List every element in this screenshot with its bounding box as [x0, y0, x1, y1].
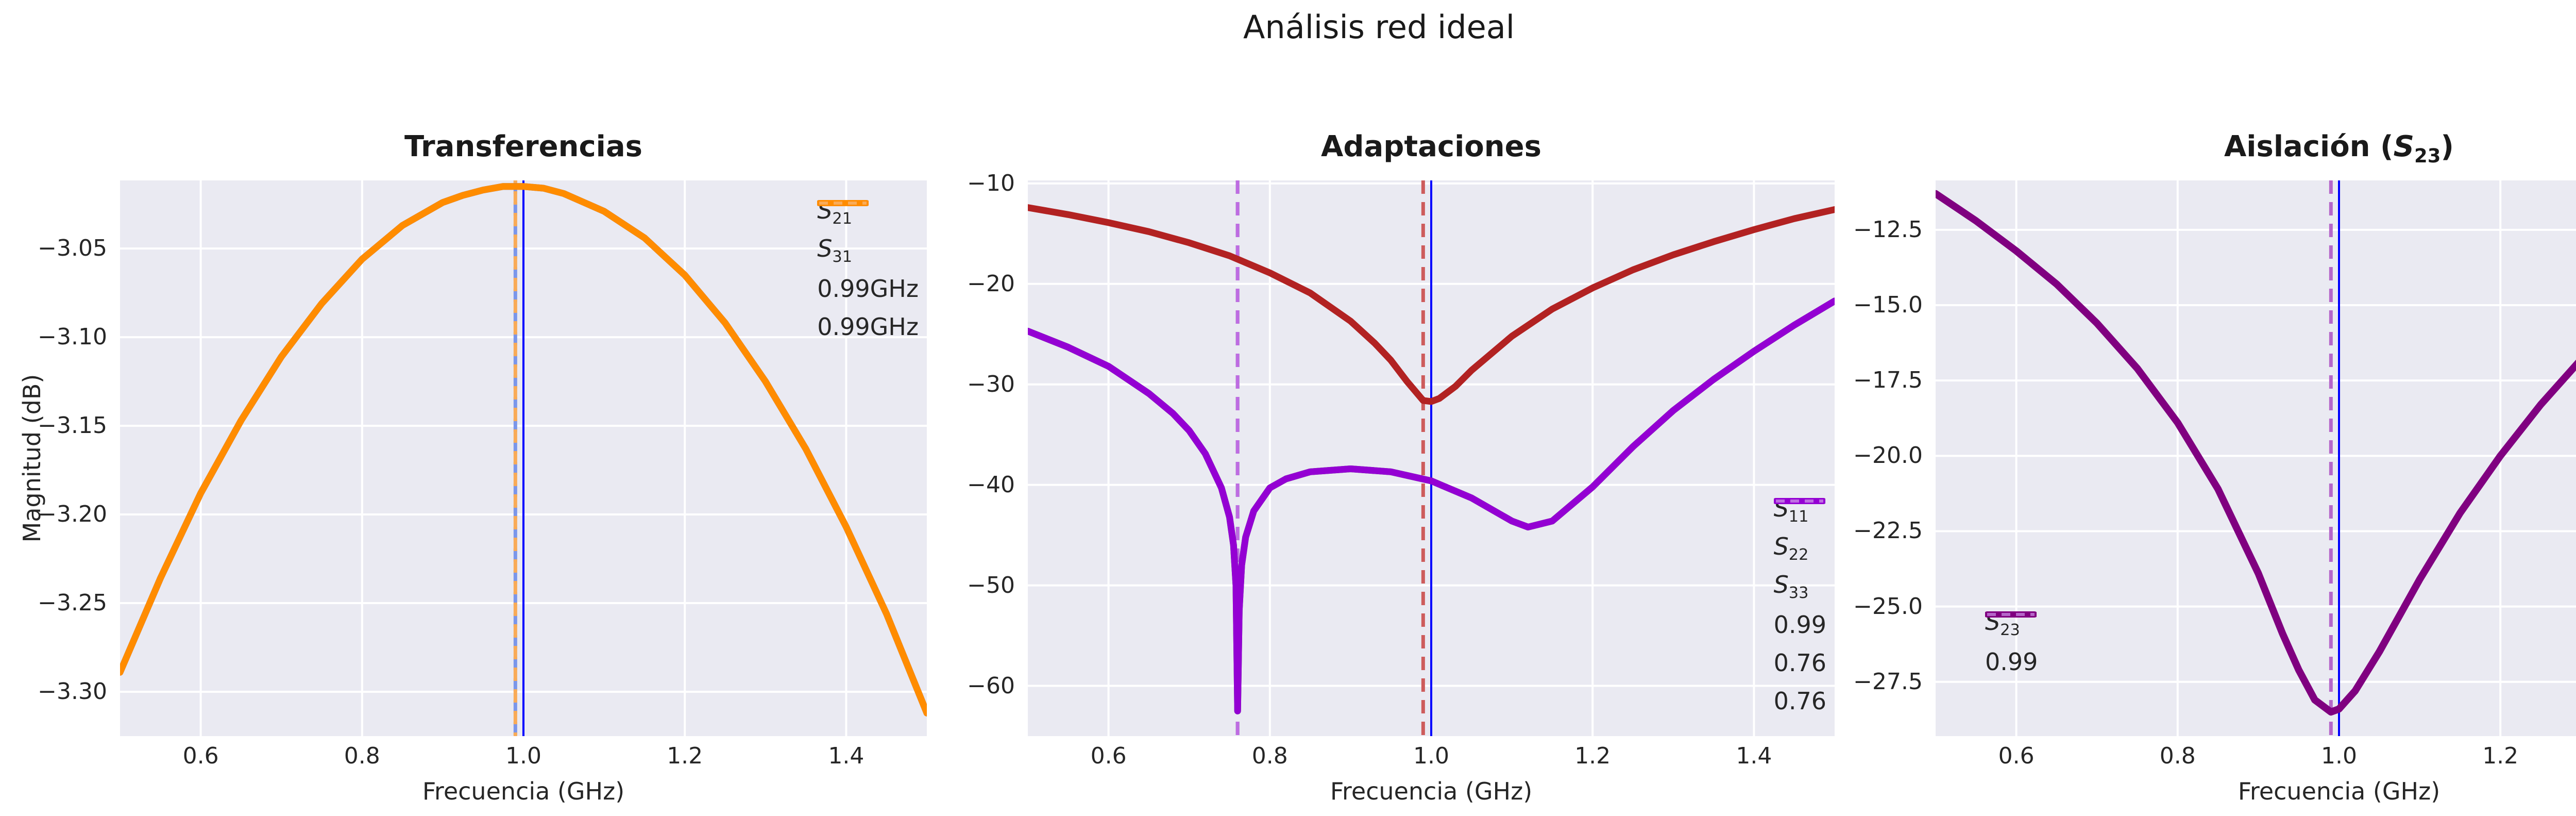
plot-area-transferencias: S21 S31 0.99GHz 0.99GHz [120, 180, 927, 736]
ytick-label: −3.30 [38, 678, 107, 705]
xtick-label: 1.4 [1736, 743, 1772, 769]
xtick-label: 0.6 [182, 743, 219, 769]
ytick-label: −30 [967, 371, 1015, 397]
xtick-label: 1.0 [505, 743, 541, 769]
dashed-line-icon [819, 202, 867, 205]
legend-label: 0.99GHz [817, 275, 919, 303]
legend-label: 0.99 [1985, 648, 2038, 676]
chart-canvas [120, 180, 927, 736]
legend-adaptaciones: S11 S22 S33 0.99 0.76 0.76 [1773, 494, 1826, 715]
xtick-label: 1.2 [2482, 743, 2519, 769]
series-S21 [120, 183, 927, 717]
legend-label: 0.76 [1773, 687, 1826, 715]
dashed-line-icon [1987, 613, 2035, 616]
dashed-line-icon [1775, 499, 1823, 503]
chart-canvas [1028, 180, 1835, 736]
legend-entry: 0.76 [1773, 499, 1826, 715]
series-S31 [120, 183, 927, 717]
legend-entry: 0.99GHz [817, 202, 919, 303]
dashed-line-icon [1775, 499, 1823, 503]
ytick-label: −40 [967, 471, 1015, 498]
xtick-label: 0.8 [2159, 743, 2196, 769]
legend-entry: S22 [1773, 498, 1826, 564]
legend-label: 0.76 [1773, 649, 1826, 677]
line-icon [1985, 611, 2037, 618]
legend-entry: 0.99 [1985, 613, 2038, 676]
ytick-label: −17.5 [1853, 367, 1923, 394]
legend-label: S23 [1985, 608, 2020, 640]
subplot-title-aislacion: Aislación (S23) [2224, 130, 2454, 168]
legend-transferencias: S21 S31 0.99GHz 0.99GHz [817, 196, 919, 341]
line-icon [1773, 498, 1825, 504]
xtick-label: 0.6 [1090, 743, 1127, 769]
xtick-label: 0.8 [1251, 743, 1288, 769]
series-S11 [1028, 204, 1835, 405]
xtick-label: 0.6 [1998, 743, 2035, 769]
plot-area-aislacion: S23 0.99 [1936, 180, 2576, 736]
ytick-label: −20 [967, 270, 1015, 297]
xtick-label: 1.4 [828, 743, 865, 769]
line-icon [817, 200, 869, 206]
ytick-label: −22.5 [1853, 518, 1923, 544]
xtick-label: 0.8 [344, 743, 380, 769]
xtick-label: 1.0 [1413, 743, 1449, 769]
ytick-label: −3.20 [38, 501, 107, 528]
ytick-label: −27.5 [1853, 668, 1923, 695]
legend-entry: S11 [1773, 494, 1826, 526]
legend-label: 0.99 [1773, 611, 1826, 639]
legend-label: S33 [1773, 571, 1809, 603]
ytick-label: −12.5 [1853, 216, 1923, 243]
legend-aislacion: S23 0.99 [1985, 608, 2038, 676]
ytick-label: −3.25 [38, 590, 107, 617]
x-axis-label: Frecuencia (GHz) [1330, 777, 1533, 805]
line-icon [1773, 498, 1825, 504]
ytick-label: −3.10 [38, 324, 107, 351]
legend-entry: 0.99 [1773, 499, 1826, 639]
ytick-label: −25.0 [1853, 593, 1923, 620]
legend-entry: 0.76 [1773, 499, 1826, 677]
series-S23 [1936, 190, 2576, 716]
series-S22 [1028, 297, 1835, 714]
xtick-label: 1.2 [667, 743, 703, 769]
dashed-line-icon [1775, 499, 1823, 503]
legend-label: S31 [817, 235, 853, 267]
plot-area-adaptaciones: S11 S22 S33 0.99 0.76 0.76 [1028, 180, 1835, 736]
legend-entry: S33 [1773, 498, 1826, 603]
xtick-label: 1.0 [2321, 743, 2357, 769]
xtick-label: 1.2 [1574, 743, 1611, 769]
legend-entry: S21 [817, 196, 919, 228]
x-axis-label: Frecuencia (GHz) [422, 777, 625, 805]
legend-label: 0.99GHz [817, 313, 919, 341]
line-icon [1773, 498, 1825, 504]
y-axis-label: Magnitud (dB) [18, 374, 46, 543]
ytick-label: −20.0 [1853, 442, 1923, 469]
legend-label: S22 [1773, 532, 1809, 564]
ytick-label: −3.05 [38, 235, 107, 262]
subplot-title-transferencias: Transferencias [404, 130, 642, 163]
ytick-label: −60 [967, 672, 1015, 699]
ytick-label: −10 [967, 170, 1015, 196]
legend-label: S11 [1773, 494, 1809, 526]
legend-label: S21 [817, 196, 853, 228]
chart-canvas [1936, 180, 2576, 736]
x-axis-label: Frecuencia (GHz) [2238, 777, 2441, 805]
legend-entry: S31 [817, 200, 919, 267]
ytick-label: −15.0 [1853, 292, 1923, 319]
ytick-label: −3.15 [38, 412, 107, 439]
series-S33 [1028, 297, 1835, 714]
legend-entry: 0.99GHz [817, 202, 919, 341]
figure-title: Análisis red ideal [1243, 8, 1515, 46]
legend-entry: S23 [1985, 608, 2038, 640]
subplot-title-adaptaciones: Adaptaciones [1321, 130, 1541, 163]
dashed-line-icon [819, 202, 867, 205]
line-icon [817, 200, 869, 206]
ytick-label: −50 [967, 572, 1015, 598]
